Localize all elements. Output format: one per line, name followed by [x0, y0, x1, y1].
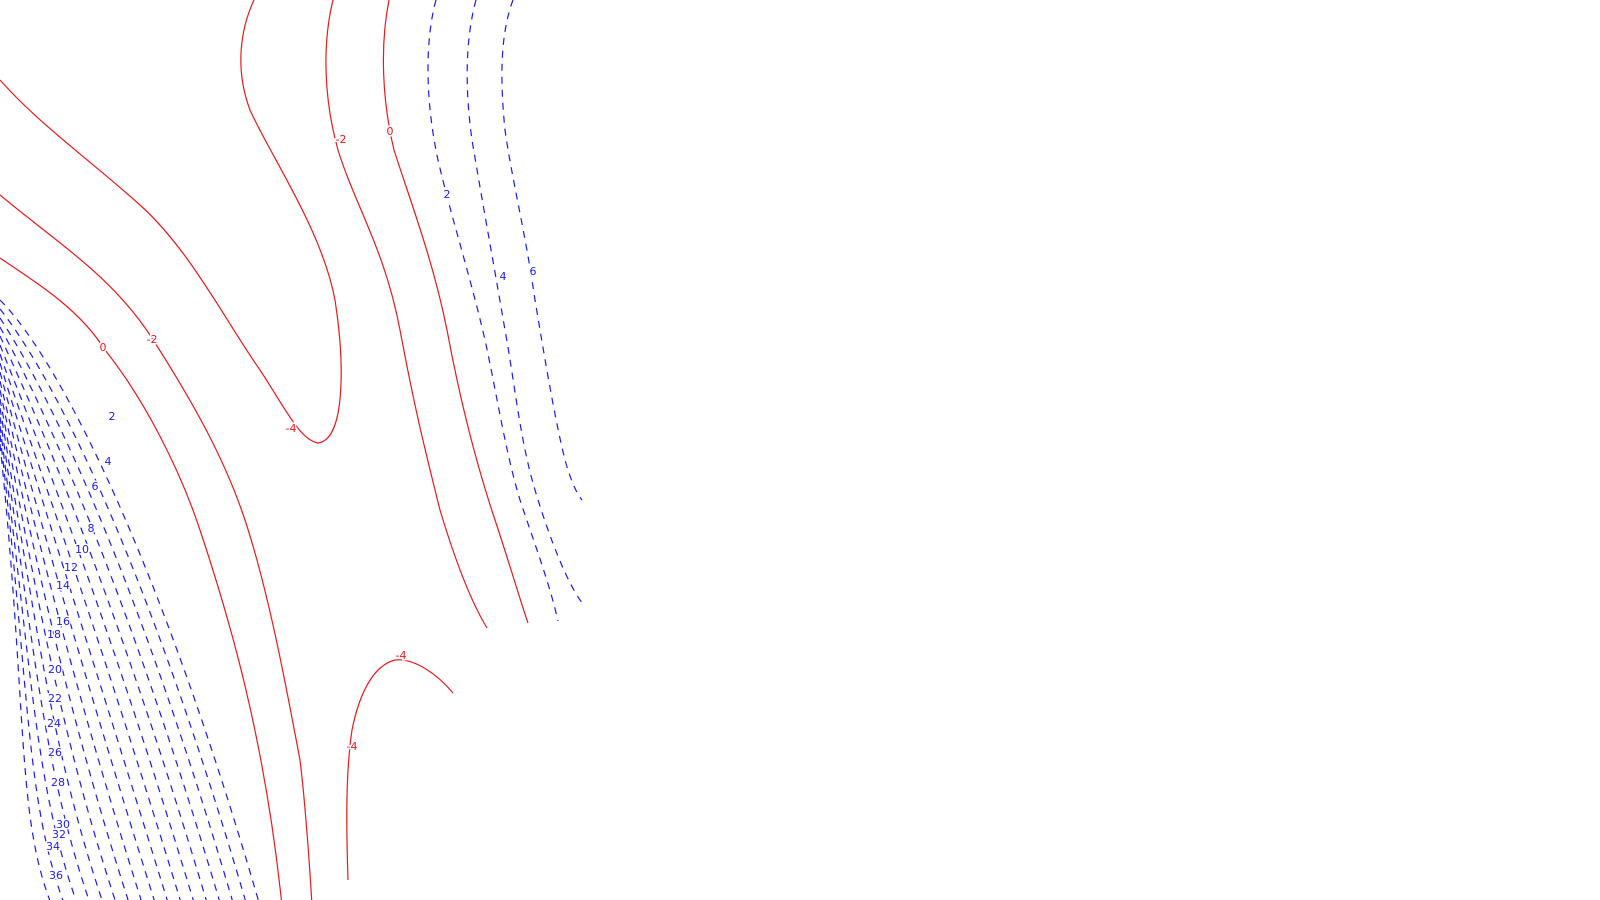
- contour-label: -4: [347, 740, 358, 753]
- contour-label: 2: [444, 188, 451, 201]
- contour-label: 34: [46, 840, 60, 853]
- negative-contour-line-2: [0, 194, 313, 900]
- positive-contour-line-20: [0, 443, 51, 900]
- contour-label: 2: [109, 410, 116, 423]
- contour-label: 20: [48, 663, 62, 676]
- positive-contour-line-5: [0, 308, 246, 900]
- contour-label: 6: [92, 480, 99, 493]
- contour-label: -2: [147, 333, 158, 346]
- contour-label: 4: [105, 455, 112, 468]
- contour-label: 10: [75, 543, 89, 556]
- positive-contour-line-15: [0, 398, 116, 900]
- negative-contour-lines: [0, 0, 529, 900]
- positive-contour-line-2: [466, 0, 584, 605]
- positive-contour-line-9: [0, 344, 194, 900]
- negative-contour-line-3: [0, 257, 282, 900]
- positive-contour-line-11: [0, 362, 168, 900]
- contour-label: 12: [64, 561, 78, 574]
- positive-contour-line-6: [0, 317, 233, 900]
- contour-label: 24: [47, 717, 61, 730]
- negative-contour-line-4: [325, 0, 488, 629]
- positive-contour-line-8: [0, 335, 207, 900]
- contour-label: 0: [387, 125, 394, 138]
- positive-contour-line-18: [0, 425, 77, 900]
- contour-label: 22: [48, 692, 62, 705]
- contour-label: 36: [49, 869, 63, 882]
- positive-contour-line-10: [0, 353, 181, 900]
- contour-label: 14: [56, 579, 70, 592]
- contour-label: 26: [48, 746, 62, 759]
- positive-contour-line-3: [501, 0, 583, 501]
- positive-contour-line-1: [427, 0, 559, 622]
- contour-label: 30: [56, 818, 70, 831]
- contour-label: 4: [500, 270, 507, 283]
- negative-contour-line-5: [382, 0, 529, 624]
- positive-contour-line-14: [0, 389, 129, 900]
- positive-contour-line-13: [0, 380, 142, 900]
- contour-label: 28: [51, 776, 65, 789]
- positive-contour-lines: [0, 0, 584, 900]
- contour-label: -2: [336, 133, 347, 146]
- negative-contour-line-1: [0, 0, 342, 444]
- positive-contour-line-4: [0, 299, 259, 900]
- contour-label: 0: [100, 341, 107, 354]
- contour-label: 32: [52, 828, 66, 841]
- negative-contour-line-6: [346, 659, 454, 881]
- positive-contour-line-19: [0, 434, 64, 900]
- contour-label: 18: [47, 628, 61, 641]
- contour-labels: -4-4-4-2-2002244668101214161820222426283…: [45, 124, 539, 884]
- positive-contour-line-7: [0, 326, 220, 900]
- contour-label: -4: [286, 422, 297, 435]
- contour-label: 6: [530, 265, 537, 278]
- positive-contour-line-16: [0, 407, 103, 900]
- contour-label: 16: [56, 615, 70, 628]
- positive-contour-line-12: [0, 371, 155, 900]
- contour-label: 8: [88, 522, 95, 535]
- contour-label: -4: [396, 649, 407, 662]
